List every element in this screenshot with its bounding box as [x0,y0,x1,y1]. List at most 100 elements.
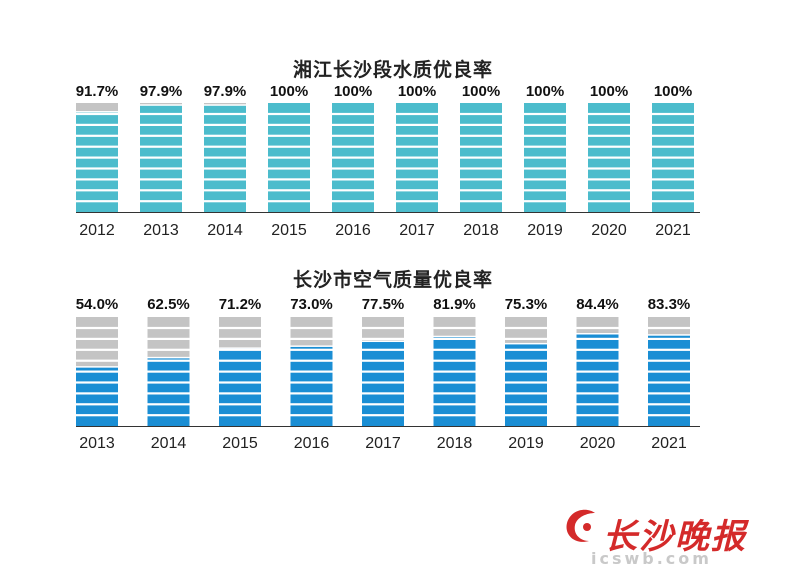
bar-stripe [588,145,630,148]
bar [505,317,547,426]
bar-stripe [332,123,374,126]
bar-stripe [290,403,333,406]
bar-boundary [140,104,182,106]
bar-stripe [433,370,476,373]
bar-stripe [505,337,547,340]
tick-label: 2017 [399,222,435,239]
bar-stripe [505,392,547,395]
bar-stripe [140,178,182,181]
data-label: 73.0% [290,296,333,313]
bar-stripe [648,403,690,406]
bar-stripe [219,326,261,330]
bar-stripe [362,337,404,340]
bar-stripe [332,156,374,159]
bar-stripe [147,381,190,384]
bar-stripe [460,200,502,203]
bar-stripe [147,348,190,351]
data-label: 54.0% [76,296,119,313]
air-quality-chart: 54.0% 2013 62.5% 2014 71.2% 2015 73.0% 2016 77.5… [76,296,700,452]
bar-stripe [588,134,630,137]
bar-stripe [268,167,310,170]
bar-stripe [362,392,404,395]
bar-stripe [362,370,404,373]
bar-stripe [219,348,261,351]
bar-stripe [76,145,118,148]
bar-stripe [576,348,619,351]
data-label: 100% [654,83,692,100]
bar-stripe [362,414,404,417]
bar-stripe [433,337,476,340]
bar-stripe [576,414,619,417]
bar-stripe [76,112,118,116]
bar-stripe [460,156,502,159]
bar-stripe [576,326,619,330]
bar-stripe [204,189,246,192]
tick-label: 2015 [271,222,307,239]
bar-stripe [460,145,502,148]
bar-stripe [505,403,547,406]
bar-boundary [290,345,333,347]
bar-stripe [219,392,261,395]
data-label: 100% [270,83,308,100]
tick-label: 2020 [580,435,616,452]
bar-stripe [362,381,404,384]
bar-stripe [524,167,566,170]
bar [524,103,566,212]
bar-stripe [396,112,438,116]
bar-stripe [219,403,261,406]
bar-value [576,334,619,426]
bar-stripe [140,134,182,137]
bar-stripe [524,145,566,148]
bar-stripe [140,156,182,159]
bar-stripe [505,381,547,384]
bar-stripe [268,112,310,116]
data-label: 81.9% [433,296,476,313]
bar-value [433,336,476,426]
tick-label: 2021 [651,435,687,452]
bar [76,103,118,212]
bar-stripe [76,403,118,406]
bar-stripe [648,392,690,395]
bar-stripe [362,348,404,351]
bar-stripe [219,337,261,340]
bar-stripe [268,156,310,159]
bar-stripe [652,112,694,116]
bar-stripe [140,167,182,170]
bar-stripe [576,381,619,384]
bar-stripe [219,359,261,362]
bar-boundary [433,335,476,338]
data-label: 62.5% [147,296,190,313]
bar [576,317,619,426]
bar-stripe [648,348,690,351]
bar-stripe [588,123,630,126]
bar-stripe [268,123,310,126]
bar-stripe [332,189,374,192]
newspaper-logo: 长沙晚报 icswb.com [561,503,776,573]
bar-stripe [204,200,246,203]
bar-stripe [147,392,190,395]
bar-stripe [460,178,502,181]
bar-stripe [576,337,619,340]
bar-stripe [147,326,190,330]
bar-stripe [204,112,246,116]
bar-stripe [460,189,502,192]
bar-stripe [433,359,476,362]
bar-stripe [140,189,182,192]
bar-value [290,346,333,426]
bar-stripe [648,381,690,384]
bar-stripe [76,381,118,384]
tick-label: 2019 [527,222,563,239]
bar [290,317,333,426]
bar-stripe [290,337,333,340]
bar [648,317,690,426]
bar-stripe [524,123,566,126]
bar-stripe [433,403,476,406]
bar-stripe [588,167,630,170]
bar-stripe [396,134,438,137]
data-label: 97.9% [204,83,247,100]
bar-stripe [76,134,118,137]
bar-stripe [76,178,118,181]
bar-stripe [505,359,547,362]
tick-label: 2013 [143,222,179,239]
